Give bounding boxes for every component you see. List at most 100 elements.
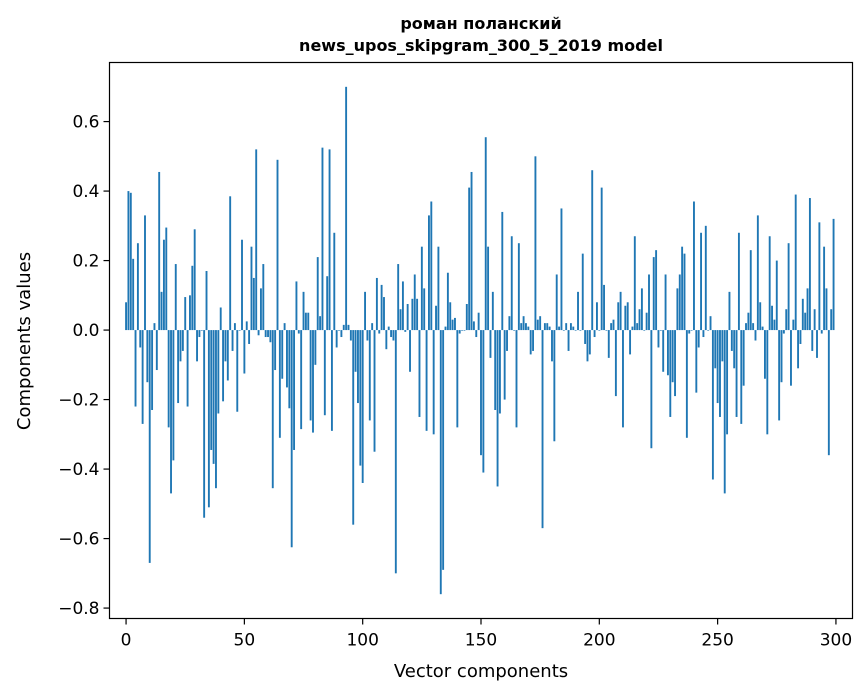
bar bbox=[245, 321, 248, 331]
bar bbox=[491, 291, 494, 331]
bar bbox=[593, 330, 596, 338]
bar bbox=[480, 330, 482, 456]
bar bbox=[643, 330, 646, 331]
bar bbox=[368, 330, 371, 421]
bar bbox=[766, 330, 769, 435]
bar bbox=[742, 330, 745, 386]
bar bbox=[510, 236, 513, 331]
bar bbox=[207, 330, 210, 508]
bar bbox=[236, 330, 239, 412]
bar bbox=[229, 196, 232, 331]
bar bbox=[577, 291, 579, 331]
bar bbox=[536, 319, 539, 331]
y-tick-label: −0.8 bbox=[58, 599, 99, 619]
bar bbox=[804, 312, 807, 331]
bar bbox=[759, 302, 762, 331]
bar bbox=[307, 312, 310, 331]
bar bbox=[555, 274, 558, 331]
bar bbox=[271, 330, 274, 489]
bar bbox=[816, 330, 818, 358]
bar bbox=[487, 246, 490, 331]
bar bbox=[321, 147, 324, 331]
bar bbox=[645, 312, 648, 331]
bar bbox=[631, 326, 634, 331]
bar bbox=[607, 330, 610, 358]
bar bbox=[659, 330, 662, 331]
bar bbox=[707, 330, 710, 331]
bar bbox=[655, 250, 658, 331]
bar bbox=[342, 324, 345, 331]
y-tick-label: −0.2 bbox=[58, 391, 99, 411]
bar bbox=[394, 330, 397, 574]
bar bbox=[752, 323, 755, 331]
bar bbox=[267, 330, 269, 338]
bar bbox=[205, 271, 208, 331]
x-tick-label: 50 bbox=[234, 631, 256, 651]
bar bbox=[794, 194, 797, 331]
bar bbox=[297, 330, 300, 334]
x-tick-label: 0 bbox=[121, 631, 132, 651]
bar bbox=[158, 171, 161, 331]
bar bbox=[733, 330, 736, 369]
bar bbox=[780, 330, 783, 383]
bar bbox=[541, 330, 544, 529]
bar bbox=[283, 323, 286, 331]
bar bbox=[172, 330, 175, 461]
bar bbox=[262, 264, 265, 331]
bar bbox=[619, 291, 622, 331]
bar bbox=[435, 305, 437, 331]
bar bbox=[622, 330, 624, 428]
bar bbox=[501, 211, 504, 331]
bar bbox=[203, 330, 206, 518]
bar bbox=[702, 330, 705, 338]
bar bbox=[811, 330, 814, 351]
chart-subtitle: news_upos_skipgram_300_5_2019 model bbox=[299, 36, 663, 55]
bar bbox=[723, 330, 726, 494]
bar bbox=[581, 253, 584, 331]
bar bbox=[584, 330, 587, 344]
bar bbox=[503, 330, 506, 400]
bar bbox=[494, 330, 497, 410]
bar bbox=[697, 330, 700, 348]
y-tick-label: 0.2 bbox=[72, 252, 99, 272]
bar bbox=[558, 326, 561, 331]
bar bbox=[825, 288, 828, 331]
bar bbox=[162, 239, 165, 331]
bar bbox=[290, 330, 293, 548]
bar bbox=[439, 330, 442, 595]
bar bbox=[603, 284, 605, 331]
bar bbox=[771, 305, 773, 331]
bar bbox=[543, 323, 546, 331]
bar bbox=[711, 330, 714, 480]
bar bbox=[451, 319, 454, 331]
x-tick-label: 300 bbox=[820, 631, 852, 651]
bar bbox=[281, 330, 284, 379]
bar bbox=[425, 330, 428, 431]
bar bbox=[181, 330, 184, 351]
bar bbox=[484, 137, 487, 331]
bar bbox=[361, 330, 364, 483]
bar bbox=[830, 309, 833, 331]
bar bbox=[288, 330, 291, 409]
bar bbox=[693, 201, 695, 331]
bar bbox=[134, 330, 137, 407]
y-tick-label: −0.4 bbox=[58, 460, 99, 480]
bar bbox=[442, 330, 445, 570]
bar bbox=[430, 201, 433, 331]
bar bbox=[591, 170, 594, 331]
bar bbox=[413, 274, 416, 331]
bar bbox=[264, 330, 267, 338]
bar bbox=[189, 295, 191, 331]
y-tick-label: 0.4 bbox=[72, 182, 99, 202]
x-tick-label: 250 bbox=[701, 631, 733, 651]
bar bbox=[437, 246, 440, 331]
bar bbox=[151, 330, 154, 410]
bar bbox=[496, 330, 499, 487]
bar bbox=[773, 319, 776, 331]
bar bbox=[596, 302, 598, 331]
bar bbox=[418, 330, 421, 417]
bar bbox=[650, 330, 653, 449]
bar bbox=[148, 330, 151, 563]
bar bbox=[704, 225, 707, 331]
bar bbox=[314, 330, 317, 365]
